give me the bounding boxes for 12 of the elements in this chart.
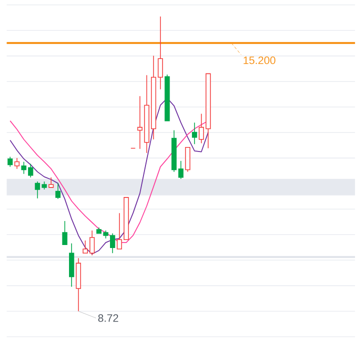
text: 8.72	[98, 314, 118, 322]
candlestick	[14, 158, 20, 170]
candlestick	[192, 122, 198, 145]
candlestick	[185, 146, 190, 172]
candlestick	[69, 243, 74, 288]
candlestick	[62, 220, 68, 245]
candlestick	[8, 156, 13, 168]
candlestick	[178, 160, 184, 180]
candlestick	[55, 182, 61, 200]
candlestick	[48, 177, 54, 188]
candlestick	[158, 16, 163, 90]
text: 15.200	[244, 56, 276, 64]
